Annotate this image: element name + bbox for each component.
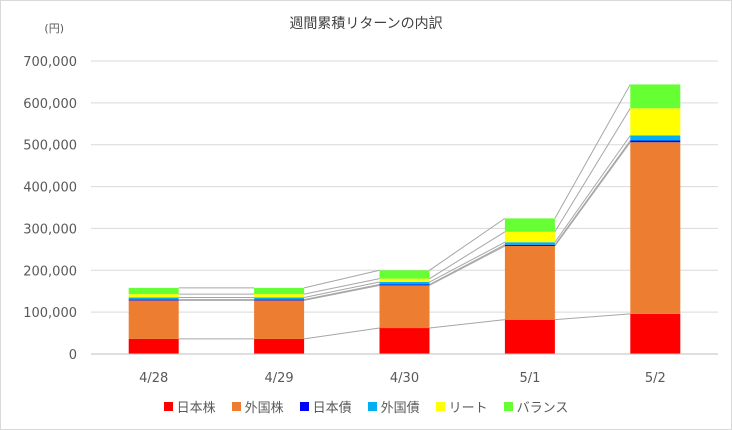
bar-segment (630, 135, 681, 141)
legend-swatch (503, 402, 513, 411)
bar-segment (504, 246, 555, 320)
bar-segment (128, 297, 179, 300)
bar-segment (379, 328, 430, 354)
legend: 日本株 外国株 日本債 外国債 リート バランス (1, 397, 731, 416)
series-connector-lines (178, 84, 631, 340)
legend-label: 外国債 (380, 401, 420, 416)
x-tick-label: 4/28 (139, 371, 168, 386)
bar-segment (504, 231, 555, 243)
gridlines (91, 60, 718, 313)
legend-label: リート (448, 401, 488, 416)
series-line (303, 281, 380, 298)
x-tick-label: 5/1 (519, 371, 540, 386)
bar-segment (630, 108, 681, 136)
series-line (554, 140, 631, 246)
bar-segment (128, 338, 179, 354)
bar-segment (254, 294, 305, 298)
bar-segment (128, 300, 179, 339)
bar-segment (379, 285, 430, 329)
bar-segment (254, 300, 305, 339)
series-line (554, 135, 631, 243)
y-tick-label: 200,000 (23, 264, 77, 279)
bar-segment (630, 84, 681, 109)
legend-item: 外国債 (367, 397, 420, 416)
y-tick-label: 400,000 (23, 181, 77, 196)
series-line (429, 217, 506, 271)
bar-segment (254, 297, 305, 300)
y-axis-ticks: 0 100,000 200,000 300,000 400,000 500,000 600,… (23, 55, 77, 363)
y-tick-label: 300,000 (23, 222, 77, 237)
series-line (554, 84, 631, 219)
bar-segment (128, 294, 179, 298)
legend-item: バランス (503, 397, 569, 416)
bar-segment (254, 299, 305, 301)
series-line (429, 319, 505, 329)
bar-segment (630, 140, 681, 143)
y-tick-label: 700,000 (23, 55, 77, 70)
series-line (429, 241, 506, 283)
x-axis-ticks: 4/28 4/29 4/30 5/1 5/2 (139, 371, 666, 386)
legend-swatch (299, 402, 309, 411)
legend-swatch (367, 402, 377, 411)
bar-segment (379, 282, 430, 285)
bar-segment (504, 244, 555, 247)
bar-segment (504, 218, 555, 232)
series-line (303, 269, 380, 289)
series-line (554, 313, 631, 321)
bar-stacks (128, 84, 681, 354)
y-tick-label: 600,000 (23, 97, 77, 112)
legend-swatch (163, 402, 173, 411)
series-line (304, 284, 380, 301)
series-line (554, 141, 631, 247)
legend-item: 日本債 (299, 397, 352, 416)
series-line (429, 231, 506, 280)
x-tick-label: 5/2 (645, 371, 666, 386)
legend-item: リート (435, 397, 488, 416)
y-tick-label: 100,000 (23, 306, 77, 321)
chart-title: 週間累積リターンの内訳 (289, 16, 442, 32)
legend-label: 日本債 (312, 401, 352, 416)
bar-segment (379, 270, 430, 279)
bar-segment (630, 313, 681, 354)
x-tick-label: 4/29 (264, 371, 293, 386)
bar-segment (128, 287, 179, 295)
legend-item: 日本株 (163, 397, 216, 416)
legend-label: 日本株 (176, 401, 216, 416)
series-line (304, 284, 380, 301)
legend-swatch (435, 402, 445, 411)
series-line (429, 245, 506, 286)
bar-segment (254, 338, 305, 354)
bar-segment (504, 242, 555, 245)
legend-item: 外国株 (231, 397, 284, 416)
legend-label: バランス (516, 401, 569, 416)
series-line (554, 108, 631, 233)
legend-label: 外国株 (244, 401, 284, 416)
series-line (303, 278, 380, 295)
legend-swatch (231, 402, 241, 411)
series-line (429, 244, 506, 285)
bar-segment (504, 319, 555, 354)
x-tick-label: 4/30 (390, 371, 419, 386)
y-tick-label: 500,000 (23, 139, 77, 154)
bar-segment (128, 299, 179, 301)
y-axis-unit: (円) (44, 22, 64, 35)
bar-segment (379, 284, 430, 286)
series-line (304, 327, 380, 340)
bar-segment (630, 142, 681, 314)
bar-segment (254, 287, 305, 295)
bar-segment (379, 278, 430, 283)
y-tick-label: 0 (69, 348, 77, 363)
